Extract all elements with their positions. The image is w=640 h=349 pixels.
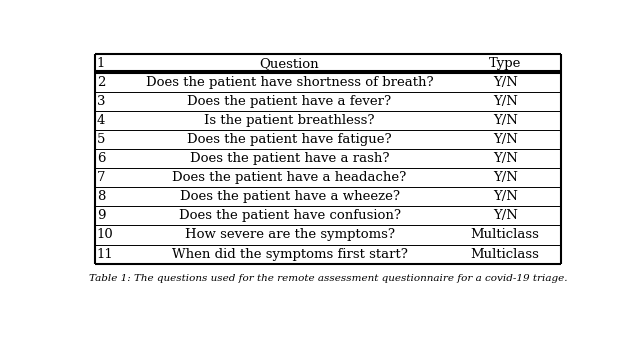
Text: Type: Type bbox=[489, 57, 522, 70]
Text: Does the patient have a wheeze?: Does the patient have a wheeze? bbox=[180, 191, 399, 203]
Text: 1: 1 bbox=[97, 57, 105, 70]
Text: Does the patient have fatigue?: Does the patient have fatigue? bbox=[188, 133, 392, 146]
Text: 10: 10 bbox=[97, 229, 114, 242]
Text: Y/N: Y/N bbox=[493, 209, 518, 222]
Text: 8: 8 bbox=[97, 191, 105, 203]
Text: 2: 2 bbox=[97, 76, 105, 89]
Text: 4: 4 bbox=[97, 114, 105, 127]
Text: Y/N: Y/N bbox=[493, 95, 518, 108]
Text: Y/N: Y/N bbox=[493, 191, 518, 203]
Text: How severe are the symptoms?: How severe are the symptoms? bbox=[184, 229, 394, 242]
Text: 7: 7 bbox=[97, 171, 106, 184]
Text: Y/N: Y/N bbox=[493, 114, 518, 127]
Text: 9: 9 bbox=[97, 209, 106, 222]
Text: 11: 11 bbox=[97, 247, 114, 261]
Text: Does the patient have a fever?: Does the patient have a fever? bbox=[188, 95, 392, 108]
Text: Multiclass: Multiclass bbox=[471, 247, 540, 261]
Text: Table 1: The questions used for the remote assessment questionnaire for a covid-: Table 1: The questions used for the remo… bbox=[89, 274, 567, 283]
Text: Is the patient breathless?: Is the patient breathless? bbox=[204, 114, 375, 127]
Text: Does the patient have shortness of breath?: Does the patient have shortness of breat… bbox=[146, 76, 433, 89]
Text: 6: 6 bbox=[97, 152, 106, 165]
Text: Multiclass: Multiclass bbox=[471, 229, 540, 242]
Text: Does the patient have a headache?: Does the patient have a headache? bbox=[172, 171, 406, 184]
Text: When did the symptoms first start?: When did the symptoms first start? bbox=[172, 247, 408, 261]
Text: Y/N: Y/N bbox=[493, 76, 518, 89]
Text: Does the patient have confusion?: Does the patient have confusion? bbox=[179, 209, 401, 222]
Text: Y/N: Y/N bbox=[493, 133, 518, 146]
Text: Y/N: Y/N bbox=[493, 171, 518, 184]
Text: 5: 5 bbox=[97, 133, 105, 146]
Text: Does the patient have a rash?: Does the patient have a rash? bbox=[190, 152, 389, 165]
Text: Y/N: Y/N bbox=[493, 152, 518, 165]
Text: 3: 3 bbox=[97, 95, 106, 108]
Text: Question: Question bbox=[260, 57, 319, 70]
